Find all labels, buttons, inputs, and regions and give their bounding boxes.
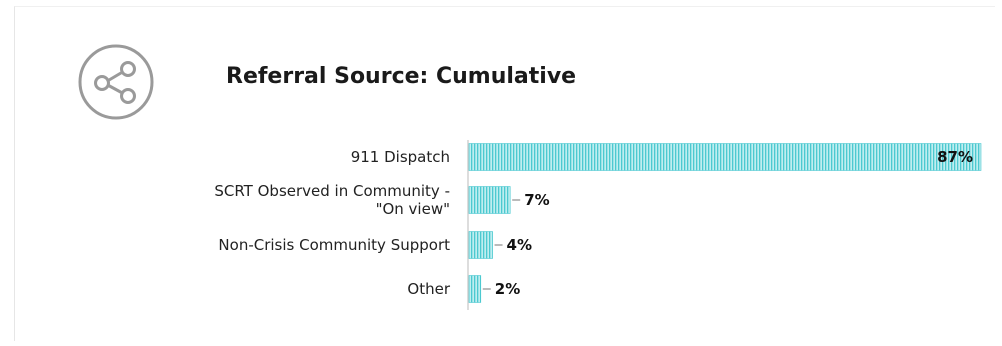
value-label-1: 7% xyxy=(524,191,549,209)
value-label-2: 4% xyxy=(507,236,532,254)
category-label-1-line-0: SCRT Observed in Community - xyxy=(214,182,450,200)
bar-0 xyxy=(468,143,982,171)
chart-title: Referral Source: Cumulative xyxy=(226,64,577,89)
chart-card xyxy=(14,6,995,341)
value-label-3: 2% xyxy=(495,280,520,298)
bar-1 xyxy=(468,186,511,214)
bar-2 xyxy=(468,231,493,259)
category-label-3: Other xyxy=(407,280,450,298)
share-icon xyxy=(78,44,154,120)
category-label-1-line-1: "On view" xyxy=(376,200,450,218)
category-label-2: Non-Crisis Community Support xyxy=(218,236,450,254)
value-label-0: 87% xyxy=(937,148,973,166)
category-label-0: 911 Dispatch xyxy=(351,148,450,166)
bar-3 xyxy=(468,275,482,303)
